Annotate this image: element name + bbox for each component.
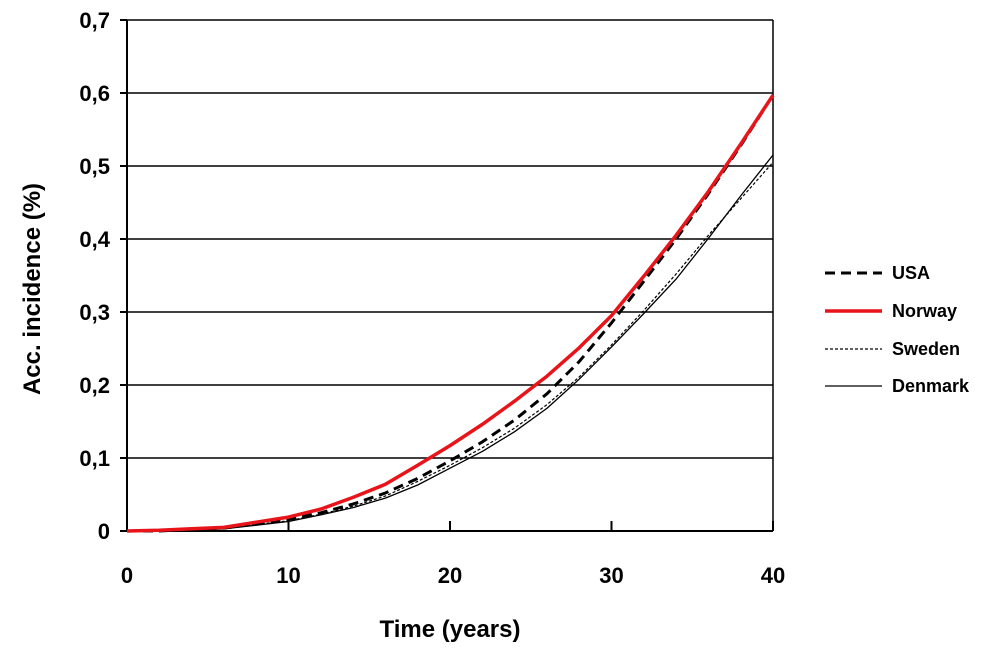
y-tick-label: 0,6 (79, 81, 110, 106)
y-tick-label: 0,5 (79, 154, 110, 179)
series-line-sweden (127, 161, 774, 532)
series-line-usa (127, 94, 775, 533)
axes (120, 19, 774, 532)
y-tick-label: 0,3 (79, 300, 110, 325)
x-tick-label: 20 (438, 563, 462, 588)
y-tick-label: 0,1 (79, 446, 110, 471)
legend-label-sweden: Sweden (892, 339, 960, 359)
legend: USA Norway Sweden Denmark (825, 263, 970, 396)
legend-label-usa: USA (892, 263, 930, 283)
y-tick-label: 0,4 (79, 227, 110, 252)
y-tick-label: 0,7 (79, 8, 110, 33)
x-tick-label: 0 (121, 563, 133, 588)
series-line-norway (126, 94, 775, 533)
legend-label-denmark: Denmark (892, 376, 970, 396)
x-axis-tick-labels: 0 10 20 30 40 (121, 563, 785, 588)
x-tick-label: 30 (599, 563, 623, 588)
series-lines (126, 94, 775, 533)
y-axis-title: Acc. incidence (%) (19, 183, 46, 395)
x-axis-title: Time (years) (380, 616, 521, 643)
x-tick-label: 40 (761, 563, 785, 588)
gridlines (127, 19, 773, 459)
y-tick-label: 0,2 (79, 373, 110, 398)
y-tick-label: 0 (98, 519, 110, 544)
legend-label-norway: Norway (892, 301, 957, 321)
x-tick-label: 10 (276, 563, 300, 588)
y-axis-tick-labels: 0 0,1 0,2 0,3 0,4 0,5 0,6 0,7 (79, 8, 110, 544)
series-line-denmark (127, 154, 774, 532)
